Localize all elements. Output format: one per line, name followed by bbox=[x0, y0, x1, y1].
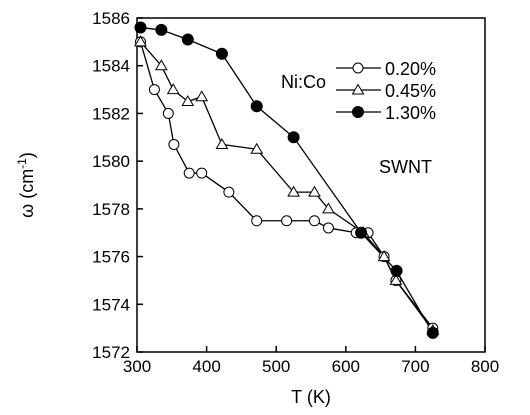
data-point-s0-7 bbox=[251, 215, 263, 227]
data-point-s1-11 bbox=[377, 250, 391, 262]
y-axis-label-sup: -1 bbox=[15, 158, 29, 169]
data-point-s2-5 bbox=[287, 131, 300, 144]
data-point-s0-10 bbox=[322, 222, 334, 234]
data-point-s1-9 bbox=[322, 202, 335, 214]
x-tick-label-800: 800 bbox=[471, 357, 499, 376]
data-point-s1-5 bbox=[215, 137, 229, 149]
legend-label-1: 0.45% bbox=[385, 81, 436, 101]
series-line-0 bbox=[139, 41, 434, 329]
data-point-s1-7 bbox=[287, 185, 300, 197]
series-markers bbox=[134, 21, 440, 339]
data-point-s0-9 bbox=[308, 215, 320, 227]
data-point-s0-1 bbox=[148, 84, 160, 96]
plot-frame bbox=[136, 17, 486, 353]
legend-marker-0 bbox=[352, 62, 364, 74]
x-tick-label-500: 500 bbox=[262, 357, 290, 376]
x-tick-label-400: 400 bbox=[192, 357, 220, 376]
y-tick-label-1572: 1572 bbox=[92, 343, 130, 362]
data-point-s2-1 bbox=[155, 23, 168, 36]
y-tick-label-1580: 1580 bbox=[92, 152, 130, 171]
y-axis-label: ω (cm-1) bbox=[15, 152, 37, 218]
y-axis-label-prefix: ω (cm bbox=[17, 169, 37, 218]
data-point-s2-3 bbox=[215, 47, 228, 60]
y-tick-label-1586: 1586 bbox=[92, 9, 130, 28]
data-point-s1-12 bbox=[389, 273, 403, 285]
data-point-s1-4 bbox=[195, 90, 209, 102]
data-point-s0-8 bbox=[281, 215, 293, 227]
y-tick-label-1578: 1578 bbox=[92, 200, 130, 219]
x-axis-label: T (K) bbox=[291, 387, 331, 407]
y-tick-label-1582: 1582 bbox=[92, 104, 130, 123]
data-point-s2-0 bbox=[134, 21, 147, 34]
data-point-s2-4 bbox=[250, 100, 263, 113]
data-point-s1-3 bbox=[181, 95, 195, 106]
data-point-s0-2 bbox=[162, 107, 174, 119]
data-point-s2-7 bbox=[390, 264, 403, 277]
x-tick-label-300: 300 bbox=[123, 357, 151, 376]
axis-ticks: 300 400 500 600 700 800 1572 1574 1576 1578 1580 15… bbox=[92, 9, 499, 376]
legend-label-2: 1.30% bbox=[385, 103, 436, 123]
legend-title: Ni:Co bbox=[281, 72, 326, 92]
data-point-s1-1 bbox=[154, 59, 168, 71]
data-point-s1-0 bbox=[134, 35, 147, 47]
legend-label-0: 0.20% bbox=[385, 59, 436, 79]
legend-marker-2 bbox=[352, 106, 364, 118]
data-point-s2-2 bbox=[181, 33, 194, 46]
data-point-s0-3 bbox=[168, 138, 180, 150]
y-axis-label-suffix: ) bbox=[17, 152, 37, 158]
data-point-s0-6 bbox=[223, 186, 235, 198]
data-point-s0-5 bbox=[196, 167, 208, 179]
data-point-s1-6 bbox=[250, 142, 264, 154]
x-tick-label-700: 700 bbox=[401, 357, 429, 376]
data-point-s1-2 bbox=[166, 83, 180, 95]
data-point-s2-8 bbox=[426, 326, 439, 339]
y-tick-label-1584: 1584 bbox=[92, 57, 130, 76]
data-point-s1-8 bbox=[308, 185, 321, 197]
x-tick-label-600: 600 bbox=[332, 357, 360, 376]
data-point-s0-4 bbox=[183, 167, 195, 179]
annotation-swnt: SWNT bbox=[379, 157, 432, 177]
legend-marker-1 bbox=[351, 83, 365, 95]
y-tick-label-1576: 1576 bbox=[92, 248, 130, 267]
y-tick-label-1574: 1574 bbox=[92, 295, 130, 314]
legend: 0.20%0.45%1.30% bbox=[336, 59, 436, 123]
data-point-s2-6 bbox=[355, 226, 368, 239]
